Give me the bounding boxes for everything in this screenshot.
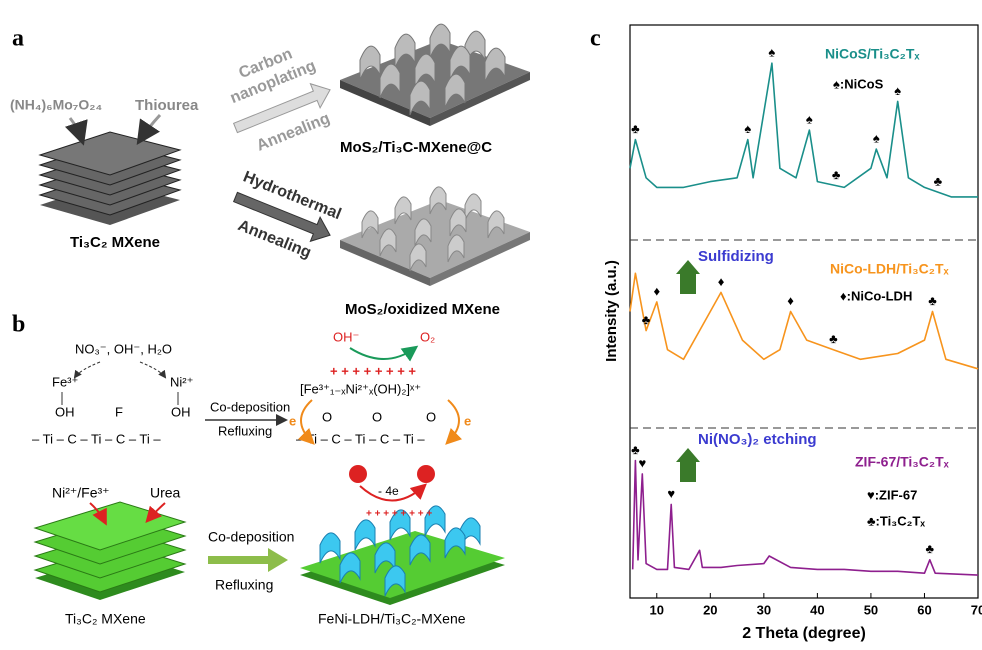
product-surface bbox=[340, 187, 530, 286]
peak-marker: ♣ bbox=[934, 174, 943, 189]
peak-marker: ♠ bbox=[806, 111, 813, 126]
chain: – Ti – C – Ti – C – Ti – bbox=[296, 431, 425, 446]
step-label: Ni(NO₃)₂ etching bbox=[698, 431, 817, 448]
x-tick-label: 50 bbox=[864, 602, 878, 617]
mxene-stack bbox=[40, 132, 180, 225]
panel-letter: b bbox=[12, 312, 25, 338]
key: ♠:NiCoS bbox=[833, 76, 884, 91]
xrd-trace bbox=[630, 63, 978, 197]
step: Refluxing bbox=[215, 577, 273, 593]
key: ♣:Ti₃C₂Tₓ bbox=[867, 513, 925, 528]
ion: Ni²⁺/Fe³⁺ bbox=[52, 485, 110, 501]
product-surface bbox=[340, 24, 530, 126]
arrow bbox=[676, 260, 700, 294]
step: Refluxing bbox=[218, 423, 272, 438]
group: F bbox=[115, 404, 123, 419]
electron: e bbox=[289, 413, 296, 428]
peak-marker: ♣ bbox=[928, 293, 937, 308]
solution: NO₃⁻, OH⁻, H₂O bbox=[75, 341, 172, 356]
peak-marker: ♠ bbox=[894, 83, 901, 98]
ion: Ni²⁺ bbox=[170, 374, 193, 389]
chain: – Ti – C – Ti – C – Ti – bbox=[32, 431, 161, 446]
peak-marker: ♠ bbox=[744, 121, 751, 136]
x-tick-label: 40 bbox=[810, 602, 824, 617]
precursor: (NH₄)₆Mo₇O₂₄ bbox=[10, 97, 102, 113]
ion: Fe³⁺ bbox=[52, 374, 78, 389]
green-stack bbox=[35, 502, 185, 600]
group: OH bbox=[55, 404, 75, 419]
key: ♥:ZIF-67 bbox=[867, 487, 917, 502]
x-tick-label: 70 bbox=[971, 602, 982, 617]
peak-marker: ♠ bbox=[768, 45, 775, 60]
peak-marker: ♦ bbox=[787, 293, 794, 308]
series-label: ZIF-67/Ti₃C₂Tₓ bbox=[855, 454, 950, 470]
peak-marker: ♦ bbox=[718, 274, 725, 289]
x-tick-label: 60 bbox=[917, 602, 931, 617]
product-label: MoS₂/oxidized MXene bbox=[345, 301, 500, 318]
ion: OH⁻ bbox=[333, 329, 359, 344]
panel-a: a (NH₄)₆Mo₇O₂₄ Thiourea Ti₃C₂ MXene Carb… bbox=[10, 24, 530, 318]
ldh-formula: [Fe³⁺₁₋ₓNi²⁺ₓ(OH)₂]ˣ⁺ bbox=[300, 381, 421, 396]
peak-marker: ♣ bbox=[642, 312, 651, 327]
group: O bbox=[372, 409, 382, 424]
ion: O₂ bbox=[420, 329, 435, 344]
step-label: Sulfidizing bbox=[698, 248, 774, 265]
key: ♦:NiCo-LDH bbox=[840, 288, 912, 303]
peak-marker: ♥ bbox=[638, 455, 646, 470]
arrow bbox=[676, 448, 700, 482]
peak-marker: ♣ bbox=[832, 167, 841, 182]
reagent: Urea bbox=[150, 485, 181, 501]
step: Co-deposition bbox=[208, 529, 294, 545]
step: Co-deposition bbox=[210, 399, 290, 414]
ldh-surface: + + + + + + + + bbox=[300, 506, 505, 605]
peak-marker: ♣ bbox=[926, 541, 935, 556]
reagent: Thiourea bbox=[135, 97, 199, 114]
group: O bbox=[322, 409, 332, 424]
group: O bbox=[426, 409, 436, 424]
x-tick-label: 30 bbox=[757, 602, 771, 617]
product-label: MoS₂/Ti₃C-MXene@C bbox=[340, 139, 492, 156]
peak-marker: ♠ bbox=[873, 131, 880, 146]
peak-marker: ♣ bbox=[631, 121, 640, 136]
y-axis-label: Intensity (a.u.) bbox=[603, 260, 620, 362]
peak-marker: ♣ bbox=[829, 331, 838, 346]
peak-marker: ♥ bbox=[667, 486, 675, 501]
panel-letter: c bbox=[590, 26, 601, 52]
charges: + + + + + + + + bbox=[330, 363, 416, 378]
charges: + + + + + + + + bbox=[366, 509, 432, 520]
peak-marker: ♦ bbox=[653, 283, 660, 298]
electrons: - 4e bbox=[378, 484, 399, 498]
plot-frame bbox=[630, 25, 978, 598]
series-label: NiCo-LDH/Ti₃C₂Tₓ bbox=[830, 261, 950, 277]
x-axis-label: 2 Theta (degree) bbox=[742, 625, 866, 642]
figure: a (NH₄)₆Mo₇O₂₄ Thiourea Ti₃C₂ MXene Carb… bbox=[0, 0, 982, 645]
substrate-label: Ti₃C₂ MXene bbox=[65, 611, 146, 627]
x-tick-label: 20 bbox=[703, 602, 717, 617]
group: OH bbox=[171, 404, 191, 419]
x-tick-label: 10 bbox=[650, 602, 664, 617]
panel-c: c Sulfidizing Ni(NO₃)₂ etching ♠:NiCoS ♦… bbox=[590, 25, 982, 642]
electron: e bbox=[464, 413, 471, 428]
substrate-label: Ti₃C₂ MXene bbox=[70, 234, 160, 251]
panel-letter: a bbox=[12, 26, 24, 52]
product-label: FeNi-LDH/Ti₃C₂-MXene bbox=[318, 611, 466, 627]
panel-b: b NO₃⁻, OH⁻, H₂O Fe³⁺ Ni²⁺ OH F OH – Ti … bbox=[12, 312, 505, 627]
series-label: NiCoS/Ti₃C₂Tₓ bbox=[825, 46, 920, 62]
